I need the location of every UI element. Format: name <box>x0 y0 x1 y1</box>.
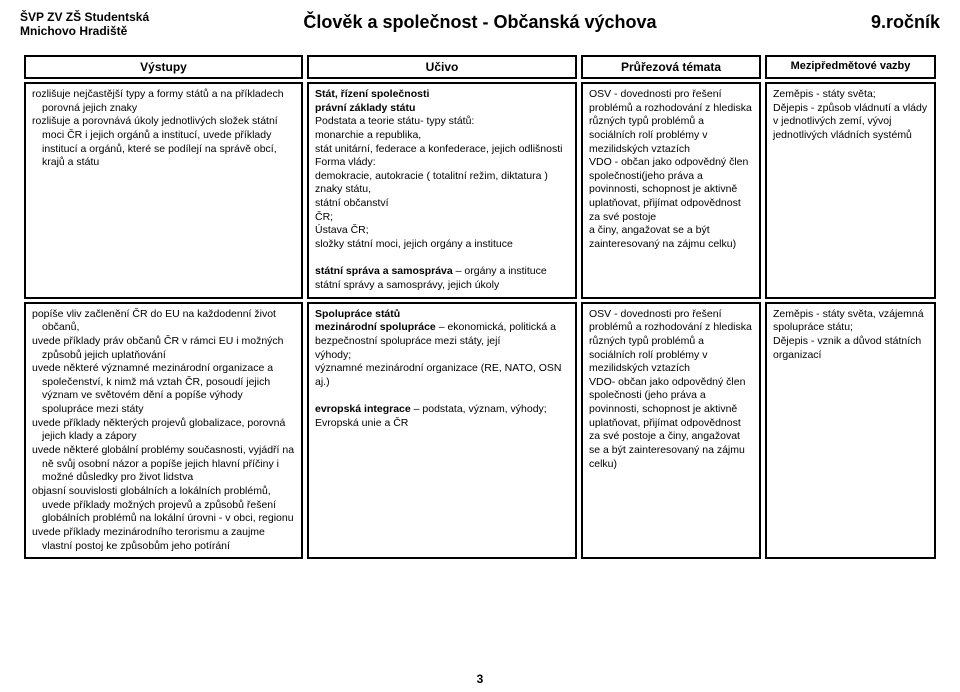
col-header-prurezova: Průřezová témata <box>581 55 761 79</box>
cell-ucivo-2: Spolupráce států mezinárodní spolupráce … <box>307 302 577 560</box>
bullet: popíše vliv začlenění ČR do EU na každod… <box>32 308 295 335</box>
cell-vystupy-2: popíše vliv začlenění ČR do EU na každod… <box>24 302 303 560</box>
mez-line: Dějepis - způsob vládnutí a vlády v jedn… <box>773 102 928 143</box>
ucivo-line: mezinárodní spolupráce – ekonomická, pol… <box>315 321 569 348</box>
mez-line: Zeměpis - státy světa; <box>773 88 928 102</box>
col-header-vystupy: Výstupy <box>24 55 303 79</box>
ucivo-line: výhody; <box>315 349 569 363</box>
school-name: ŠVP ZV ZŠ Studentská Mnichovo Hradiště <box>20 10 149 39</box>
mez-line: Zeměpis - státy světa, vzájemná spoluprá… <box>773 308 928 335</box>
ucivo-line: právní základy státu <box>315 102 569 116</box>
bullet: uvede některé globální problémy současno… <box>32 444 295 485</box>
bullet: uvede příklady práv občanů ČR v rámci EU… <box>32 335 295 362</box>
subject-title: Člověk a společnost - Občanská výchova <box>303 12 656 33</box>
ucivo-bold: evropská integrace <box>315 403 411 415</box>
cell-prurezova-1: OSV - dovednosti pro řešení problémů a r… <box>581 82 761 299</box>
page-number: 3 <box>477 672 484 686</box>
ucivo-line: státní občanství <box>315 197 569 211</box>
ucivo-line: Ústava ČR; <box>315 224 569 238</box>
ucivo-title: Spolupráce států <box>315 308 569 322</box>
table-row: popíše vliv začlenění ČR do EU na každod… <box>24 302 936 560</box>
pr-line: OSV - dovednosti pro řešení problémů a r… <box>589 308 753 376</box>
cell-prurezova-2: OSV - dovednosti pro řešení problémů a r… <box>581 302 761 560</box>
pr-line: VDO - občan jako odpovědný člen společno… <box>589 156 753 224</box>
bullet: uvede příklady některých projevů globali… <box>32 417 295 444</box>
ucivo-line: Forma vlády: <box>315 156 569 170</box>
bullet: objasní souvislosti globálních a lokální… <box>32 485 295 526</box>
ucivo-title: Stát, řízení společnosti <box>315 88 569 102</box>
cell-mezipredmetove-1: Zeměpis - státy světa; Dějepis - způsob … <box>765 82 936 299</box>
ucivo-line: znaky státu, <box>315 183 569 197</box>
bullet: uvede příklady mezinárodního terorismu a… <box>32 526 295 553</box>
grade-label: 9.ročník <box>871 12 940 33</box>
cell-mezipredmetove-2: Zeměpis - státy světa, vzájemná spoluprá… <box>765 302 936 560</box>
mez-line: Dějepis - vznik a důvod státních organiz… <box>773 335 928 362</box>
ucivo-line: složky státní moci, jejich orgány a inst… <box>315 238 569 252</box>
school-line-1: ŠVP ZV ZŠ Studentská <box>20 10 149 24</box>
ucivo-line: evropská integrace – podstata, význam, v… <box>315 403 569 430</box>
ucivo-line: ČR; <box>315 211 569 225</box>
bullet: rozlišuje a porovnává úkoly jednotlivých… <box>32 115 295 170</box>
col-header-mezipredmetove: Mezipředmětové vazby <box>765 55 936 79</box>
table-header-row: Výstupy Učivo Průřezová témata Mezipředm… <box>24 55 936 79</box>
pr-line: a činy, angažovat se a být zainteresovan… <box>589 224 753 251</box>
cell-ucivo-1: Stát, řízení společnosti právní základy … <box>307 82 577 299</box>
ucivo-line: monarchie a republika, <box>315 129 569 143</box>
bullet: uvede některé významné mezinárodní organ… <box>32 362 295 417</box>
cell-vystupy-1: rozlišuje nejčastější typy a formy států… <box>24 82 303 299</box>
col-header-ucivo: Učivo <box>307 55 577 79</box>
ucivo-subsection: státní správa a samospráva – orgány a in… <box>315 265 569 292</box>
bullet: rozlišuje nejčastější typy a formy států… <box>32 88 295 115</box>
ucivo-bold: mezinárodní spolupráce <box>315 321 436 333</box>
ucivo-line: stát unitární, federace a konfederace, j… <box>315 143 569 157</box>
table-row: rozlišuje nejčastější typy a formy států… <box>24 82 936 299</box>
ucivo-line: významné mezinárodní organizace (RE, NAT… <box>315 362 569 389</box>
pr-line: VDO- občan jako odpovědný člen společnos… <box>589 376 753 471</box>
school-line-2: Mnichovo Hradiště <box>20 24 127 38</box>
ucivo-line: demokracie, autokracie ( totalitní režim… <box>315 170 569 184</box>
pr-line: OSV - dovednosti pro řešení problémů a r… <box>589 88 753 156</box>
ucivo-sub-bold: státní správa a samospráva <box>315 265 453 277</box>
header: ŠVP ZV ZŠ Studentská Mnichovo Hradiště Č… <box>20 10 940 48</box>
page: ŠVP ZV ZŠ Studentská Mnichovo Hradiště Č… <box>0 0 960 692</box>
curriculum-table: Výstupy Učivo Průřezová témata Mezipředm… <box>20 52 940 562</box>
ucivo-line: Podstata a teorie státu- typy států: <box>315 115 569 129</box>
